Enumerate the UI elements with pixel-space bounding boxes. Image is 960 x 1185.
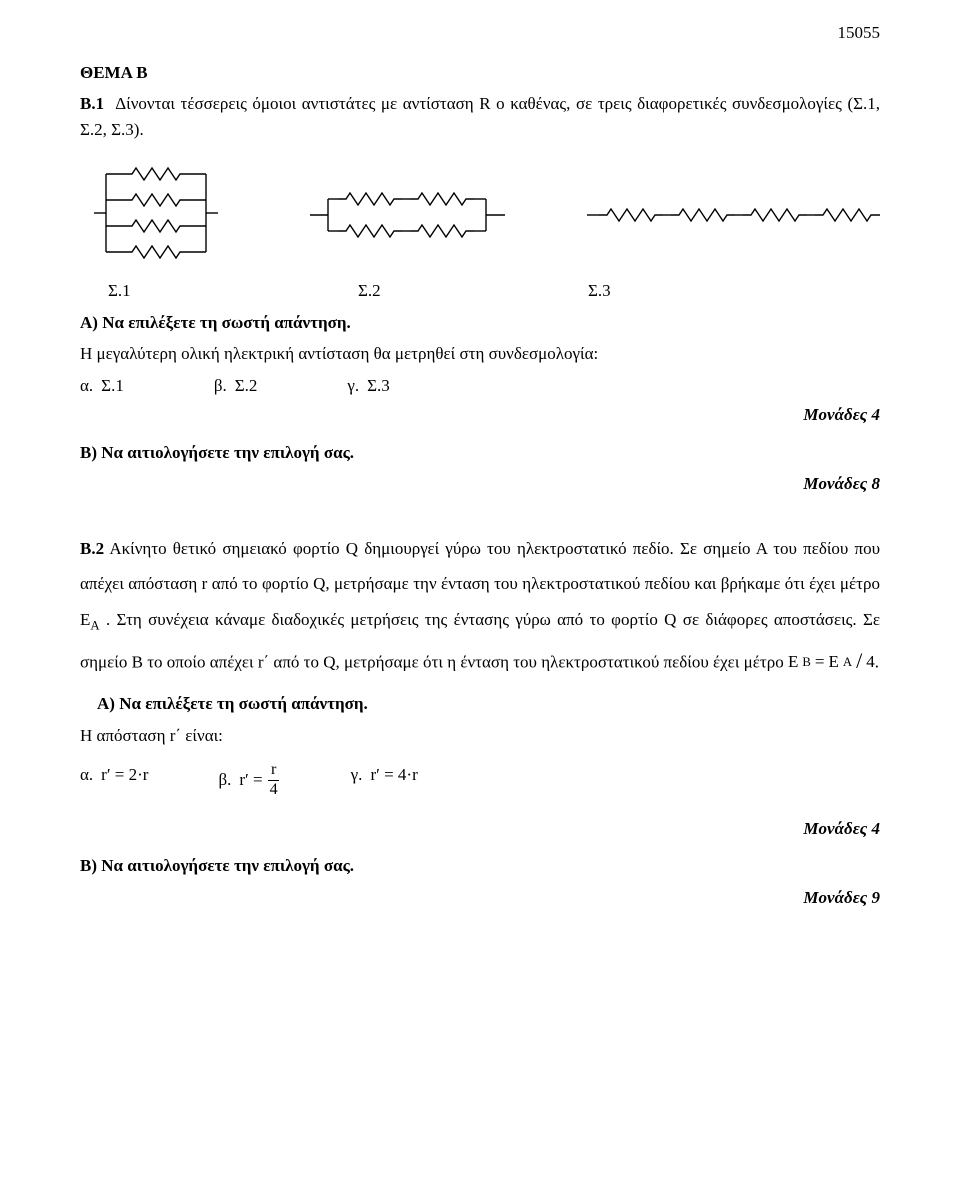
- fraction: r 4: [267, 762, 281, 797]
- choice-value: r′ = 2·r: [101, 762, 148, 788]
- choice-label: α.: [80, 762, 93, 788]
- b1-prompt-b-text: Β) Να αιτιολογήσετε την επιλογή σας.: [80, 443, 354, 462]
- eq-slash: /: [856, 638, 862, 684]
- rprime: r′ =: [239, 767, 262, 793]
- choice-label: γ.: [347, 373, 359, 399]
- page-number: 15055: [80, 20, 880, 46]
- section-title: ΘΕΜΑ Β: [80, 60, 880, 86]
- choice-b-eq: r′ = r 4: [239, 762, 280, 797]
- b2-text-2: . Στη συνέχεια κάναμε διαδοχικές μετρήσε…: [80, 610, 880, 672]
- b2-distance-stem: Η απόσταση r΄ είναι:: [80, 723, 880, 749]
- b2-points-4: Μονάδες 4: [80, 816, 880, 842]
- b1-prompt-a: Α) Να επιλέξετε τη σωστή απάντηση.: [80, 310, 880, 336]
- b2-prompt-b: Β) Να αιτιολογήσετε την επιλογή σας.: [80, 853, 880, 879]
- b2-choice-b: β. r′ = r 4: [218, 762, 280, 797]
- choice-label: β.: [218, 767, 231, 793]
- b1-choice-c: γ. Σ.3: [347, 373, 389, 399]
- eq-Ea: E: [828, 644, 838, 680]
- b1-points-4: Μονάδες 4: [80, 402, 880, 428]
- circuit-diagrams: Σ.1 Σ.2 Σ.3: [80, 160, 880, 304]
- choice-label: β.: [214, 373, 227, 399]
- frac-num: r: [268, 762, 279, 780]
- diagram-s3: [582, 195, 880, 235]
- choice-label: γ.: [351, 762, 363, 788]
- b1-choice-a: α. Σ.1: [80, 373, 124, 399]
- eq-dot: .: [875, 652, 879, 671]
- choice-value: Σ.1: [101, 373, 124, 399]
- b1-text: Β.1 Δίνονται τέσσερεις όμοιοι αντιστάτες…: [80, 91, 880, 142]
- b1-choice-b: β. Σ.2: [214, 373, 258, 399]
- b1-statement: Δίνονται τέσσερεις όμοιοι αντιστάτες με …: [80, 94, 880, 139]
- b2-choice-c: γ. r′ = 4·r: [351, 762, 418, 797]
- b1-label: Β.1: [80, 94, 104, 113]
- eq-sub-a: A: [843, 649, 852, 676]
- choice-value: r′ = 4·r: [370, 762, 417, 788]
- b2-label: Β.2: [80, 539, 104, 558]
- b2-points-9: Μονάδες 9: [80, 885, 880, 911]
- diagram-label-s3: Σ.3: [588, 278, 748, 304]
- ea-subscript: A: [90, 618, 99, 632]
- eb-equation: EB = EA / 4: [788, 639, 875, 685]
- eq-4: 4: [866, 644, 875, 680]
- b2-choices: α. r′ = 2·r β. r′ = r 4 γ. r′ = 4·r: [80, 762, 880, 797]
- b1-stem: Η μεγαλύτερη ολική ηλεκτρική αντίσταση θ…: [80, 341, 880, 367]
- b2-prompt-a-text: Α) Να επιλέξετε τη σωστή απάντηση.: [97, 694, 368, 713]
- eq-sub-b: B: [802, 649, 811, 676]
- diagram-label-s1: Σ.1: [108, 278, 358, 304]
- b1-prompt-a-text: Α) Να επιλέξετε τη σωστή απάντηση.: [80, 313, 351, 332]
- choice-value: Σ.2: [235, 373, 258, 399]
- diagram-label-s2: Σ.2: [358, 278, 588, 304]
- b1-choices: α. Σ.1 β. Σ.2 γ. Σ.3: [80, 373, 880, 399]
- frac-den: 4: [267, 781, 281, 798]
- b1-points-8: Μονάδες 8: [80, 471, 880, 497]
- eq-equals: =: [815, 644, 825, 680]
- b2-prompt-b-text: Β) Να αιτιολογήσετε την επιλογή σας.: [80, 856, 354, 875]
- diagram-s2: [300, 180, 512, 250]
- choice-label: α.: [80, 373, 93, 399]
- diagram-s1: [86, 160, 230, 270]
- b2-prompt-a: Α) Να επιλέξετε τη σωστή απάντηση.: [80, 691, 880, 717]
- b2-choice-a: α. r′ = 2·r: [80, 762, 148, 797]
- choice-value: Σ.3: [367, 373, 390, 399]
- b1-prompt-b: Β) Να αιτιολογήσετε την επιλογή σας.: [80, 440, 880, 466]
- b2-paragraph: Β.2 Ακίνητο θετικό σημειακό φορτίο Q δημ…: [80, 531, 880, 686]
- eq-E: E: [788, 644, 798, 680]
